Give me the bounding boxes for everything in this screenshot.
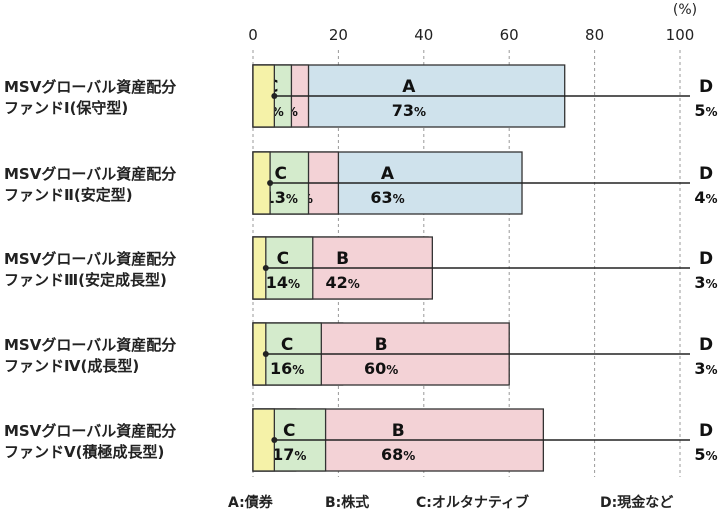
leader-dot (267, 180, 274, 186)
segment-letter-label: C (281, 335, 293, 355)
segment-letter-label: A (381, 164, 395, 184)
x-tick-label: 20 (329, 26, 348, 44)
data-label: 73% (392, 101, 426, 120)
segment-letter-label: C (277, 249, 289, 269)
data-label: 13% (264, 188, 298, 207)
segment-letter-label: B (392, 421, 405, 441)
data-label: 14% (266, 273, 300, 292)
leader-dot (262, 265, 269, 271)
bar-segment-d (252, 408, 276, 472)
x-tick-label: 60 (500, 26, 519, 44)
x-tick-label: 40 (414, 26, 433, 44)
legend: A:債券 B:株式 C:オルタナティブ D:現金など (228, 494, 673, 511)
data-label: 42% (326, 273, 360, 292)
x-axis-ticks: 0 20 40 60 80 100 (248, 26, 694, 44)
unit-label: (%) (673, 2, 697, 18)
category-label: ファンドⅣ(成長型) (4, 357, 139, 375)
category-label: MSVグローバル資産配分 (4, 78, 176, 96)
data-label: 63% (370, 188, 404, 207)
segment-letter-label: A (402, 77, 416, 97)
data-label: 17% (272, 445, 306, 464)
data-label: 5% (694, 101, 717, 120)
leader-dot (271, 93, 278, 99)
legend-entry: B:株式 (325, 494, 369, 511)
category-label: MSVグローバル資産配分 (4, 336, 176, 354)
x-tick-label: 80 (585, 26, 604, 44)
data-label: 4% (694, 188, 717, 207)
legend-entry: D:現金など (600, 494, 673, 511)
segment-letter-label: D (699, 249, 713, 269)
x-tick-label: 100 (666, 26, 695, 44)
segment-letter-label: D (699, 164, 713, 184)
segment-letter-label: D (699, 335, 713, 355)
legend-entry: C:オルタナティブ (416, 494, 529, 511)
x-tick-label: 0 (248, 26, 258, 44)
data-label: 3% (694, 359, 717, 378)
category-label: MSVグローバル資産配分 (4, 165, 176, 183)
grid-lines (252, 50, 681, 477)
category-label: MSVグローバル資産配分 (4, 250, 176, 268)
category-label: ファンドⅢ(安定成長型) (4, 271, 167, 289)
segment-letter-label: D (699, 421, 713, 441)
category-label: ファンドⅠ(保守型) (4, 99, 128, 117)
segment-letter-label: C (275, 164, 287, 184)
data-label: 3% (694, 273, 717, 292)
bar-segment-d (252, 64, 276, 128)
segment-letter-label: C (283, 421, 295, 441)
data-label: 68% (381, 445, 415, 464)
data-label: 5% (694, 445, 717, 464)
data-label: 16% (270, 359, 304, 378)
segment-letter-label: B (336, 249, 349, 269)
leader-dot (271, 437, 278, 443)
segment-letter-label: D (699, 77, 713, 97)
bars: A73%B13%C9%D5%A63%B20%C13%D4%A41%B42%C14… (252, 64, 718, 472)
category-label: MSVグローバル資産配分 (4, 422, 176, 440)
leader-dot (262, 351, 269, 357)
category-label: ファンドⅡ(安定型) (4, 186, 133, 204)
segment-letter-label: B (375, 335, 388, 355)
legend-entry: A:債券 (228, 494, 274, 511)
category-label: ファンドⅤ(積極成長型) (4, 443, 164, 461)
data-label: 60% (364, 359, 398, 378)
